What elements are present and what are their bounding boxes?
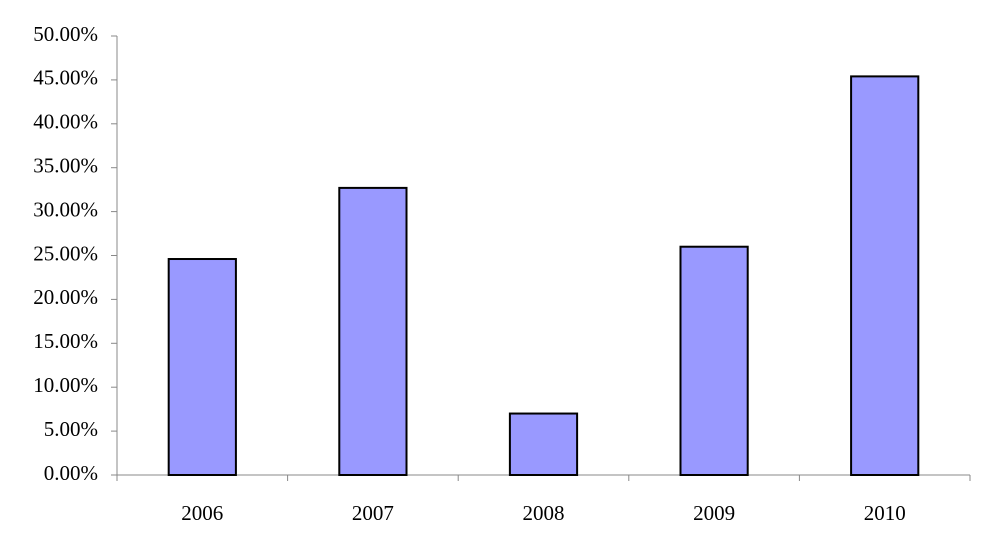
bar — [508, 412, 579, 477]
x-tick-label: 2007 — [352, 501, 394, 525]
x-tick-label: 2009 — [693, 501, 735, 525]
y-tick-label: 20.00% — [33, 285, 98, 309]
y-tick-label: 10.00% — [33, 373, 98, 397]
y-tick-label: 25.00% — [33, 241, 98, 265]
y-tick-label: 30.00% — [33, 197, 98, 221]
y-tick-label: 15.00% — [33, 329, 98, 353]
x-tick-label: 2010 — [864, 501, 906, 525]
bar — [850, 75, 920, 476]
y-tick-label: 5.00% — [44, 417, 98, 441]
y-tick-label: 0.00% — [44, 461, 98, 485]
bar — [679, 245, 749, 476]
y-tick-label: 40.00% — [33, 110, 98, 134]
bar — [338, 186, 408, 476]
y-tick-label: 35.00% — [33, 154, 98, 178]
x-tick-label: 2008 — [523, 501, 565, 525]
bar — [167, 258, 237, 476]
x-tick-label: 2006 — [181, 501, 223, 525]
y-tick-label: 45.00% — [33, 66, 98, 90]
y-tick-label: 50.00% — [33, 22, 98, 46]
